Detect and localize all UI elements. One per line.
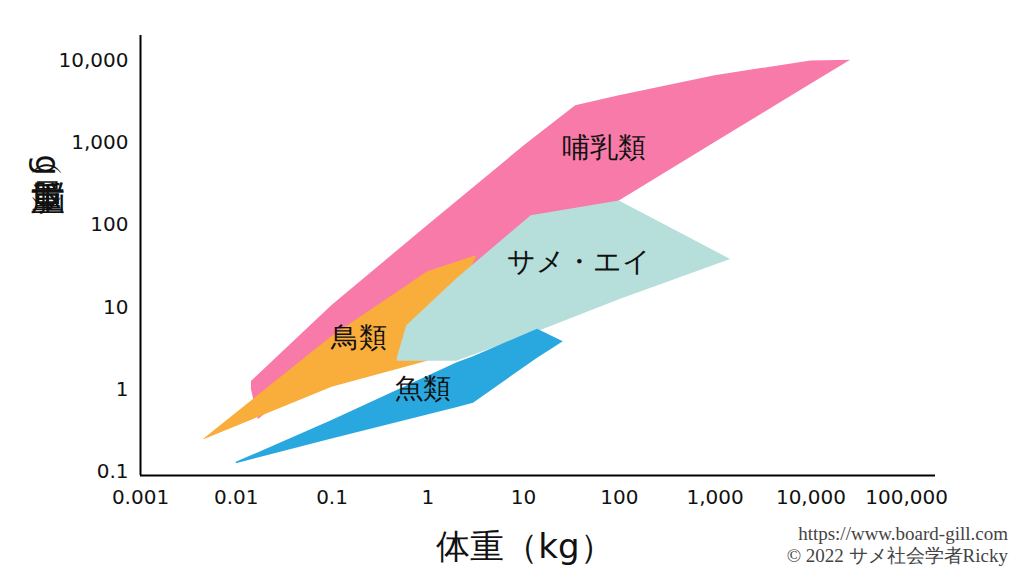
svg-text:鳥類: 鳥類 <box>330 321 387 354</box>
svg-text:0.1: 0.1 <box>97 459 129 483</box>
svg-text:魚類: 魚類 <box>395 372 451 405</box>
svg-text:https://www.board-gill.com: https://www.board-gill.com <box>798 523 1008 544</box>
svg-text:10: 10 <box>103 295 128 319</box>
svg-text:0.01: 0.01 <box>214 485 259 509</box>
svg-text:© 2022 サメ社会学者Ricky: © 2022 サメ社会学者Ricky <box>787 545 1009 566</box>
svg-text:100,000: 100,000 <box>865 485 948 509</box>
svg-text:10,000: 10,000 <box>59 48 129 72</box>
svg-text:1,000: 1,000 <box>686 485 743 509</box>
svg-text:体重（kg）: 体重（kg） <box>436 526 613 566</box>
svg-text:脳重量（g）: 脳重量（g） <box>28 154 68 214</box>
svg-text:1: 1 <box>116 377 129 401</box>
svg-text:0.1: 0.1 <box>316 485 348 509</box>
svg-text:0.001: 0.001 <box>112 485 169 509</box>
svg-text:10: 10 <box>511 485 536 509</box>
svg-text:1: 1 <box>421 485 434 509</box>
svg-text:10,000: 10,000 <box>776 485 846 509</box>
svg-text:1,000: 1,000 <box>71 130 128 154</box>
svg-text:哺乳類: 哺乳類 <box>562 131 646 164</box>
svg-text:100: 100 <box>600 485 638 509</box>
svg-text:サメ・エイ: サメ・エイ <box>507 245 651 278</box>
svg-text:100: 100 <box>90 212 128 236</box>
